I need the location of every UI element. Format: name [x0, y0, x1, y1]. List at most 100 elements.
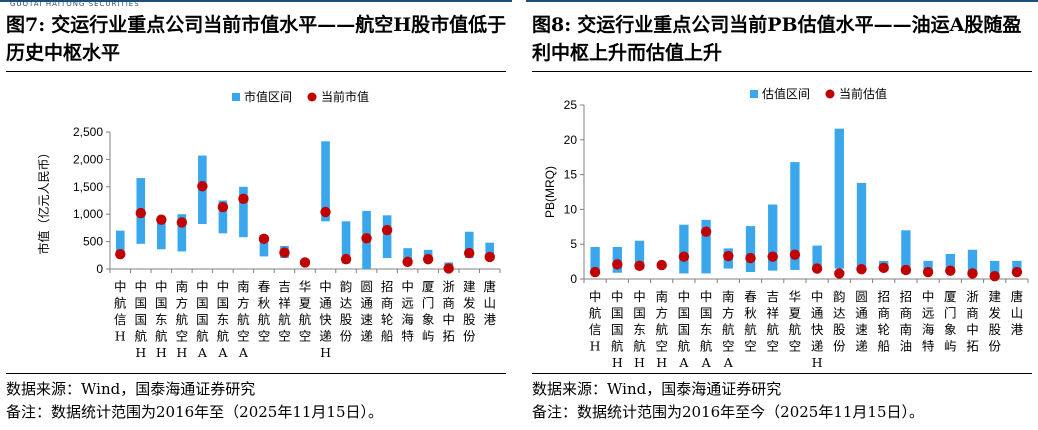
current-value-dot — [217, 201, 229, 213]
category-label-char: 方 — [655, 306, 668, 321]
category-label-char: 航 — [299, 312, 312, 327]
category-label-char: 空 — [299, 329, 312, 344]
current-value-dot — [589, 266, 601, 278]
category-label-char: 船 — [381, 329, 394, 344]
category-label-char: 中 — [811, 289, 824, 304]
legend-range-swatch — [750, 90, 758, 98]
category-label-char: 国 — [196, 296, 209, 311]
category-label-char: 速 — [360, 312, 373, 327]
category-label-char: 南 — [176, 279, 189, 294]
right-chart: 0510152025PB(MRQ)中航信H中国国航H中国东航H南方航空H中国国航… — [543, 86, 1029, 368]
category-label-char: 股 — [463, 312, 476, 327]
category-label-char: 东 — [633, 322, 646, 337]
legend-range-label: 估值区间 — [762, 86, 810, 101]
current-value-dot — [856, 264, 867, 275]
y-tick-label: 25 — [564, 98, 578, 112]
current-value-dot — [811, 263, 823, 274]
category-label-char: 南 — [722, 289, 735, 304]
category-label-char: 南 — [237, 279, 250, 294]
category-label-char: 通 — [360, 296, 373, 311]
category-label-char: 递 — [319, 329, 332, 344]
category-label-char: 国 — [678, 322, 691, 337]
range-bar — [590, 246, 600, 273]
category-label-char: 中 — [700, 289, 713, 304]
right-title-text: 交运行业重点公司当前PB估值水平——油运A股随盈利中枢上升而估值上升 — [532, 14, 1022, 64]
category-label-char: 信 — [589, 322, 602, 337]
category-label-char: 递 — [360, 329, 373, 344]
current-value-dot — [1011, 266, 1023, 278]
category-label-char: H — [176, 345, 187, 360]
category-label-char: A — [678, 355, 689, 368]
current-value-dot — [361, 233, 372, 244]
category-label-char: 中 — [678, 289, 691, 304]
left-figure-title: 图7: 交运行业重点公司当前市值水平——航空H股市值低于历史中枢水平 — [6, 11, 508, 67]
range-bar — [321, 141, 330, 222]
category-label-char: 远 — [401, 296, 414, 311]
range-bar — [485, 242, 495, 259]
category-label-char: 山 — [483, 296, 496, 311]
category-label-char: 空 — [744, 339, 757, 354]
category-label-char: 中 — [922, 289, 935, 304]
current-value-dot — [789, 249, 801, 260]
category-label-char: 递 — [855, 339, 868, 354]
category-label-char: 国 — [135, 296, 148, 311]
y-axis-title: 市值（亿元人民币） — [36, 146, 51, 254]
category-label-char: 快 — [319, 312, 332, 327]
header-bar-right — [526, 0, 1038, 4]
left-chart: 05001,0001,5002,0002,500市值（亿元人民币）中航信H中国国… — [36, 89, 501, 360]
category-label-char: 发 — [463, 296, 476, 311]
category-label-char: 份 — [988, 339, 1001, 354]
category-label-char: 国 — [611, 306, 624, 321]
right-note: 备注：数据统计范围为2016年至今（2025年11月15日）。 — [532, 403, 925, 421]
category-label-char: 空 — [722, 339, 735, 354]
range-bar — [901, 230, 911, 274]
category-label-char: 港 — [1011, 322, 1024, 337]
current-value-dot — [989, 271, 1000, 282]
range-bar — [634, 240, 645, 270]
category-label-char: 屿 — [422, 329, 435, 344]
range-bar — [403, 248, 412, 264]
category-label-char: 空 — [258, 329, 271, 344]
range-bar — [382, 215, 392, 259]
current-value-dot — [156, 214, 167, 225]
category-label-char: 中 — [155, 279, 168, 294]
left-figure-label: 图7: — [6, 14, 46, 36]
category-label-char: 远 — [922, 306, 935, 321]
category-label-char: 特 — [922, 339, 935, 354]
current-value-dot — [723, 250, 734, 262]
category-label-char: 秋 — [744, 306, 757, 321]
current-value-dot — [443, 263, 454, 274]
category-label-char: 通 — [319, 296, 332, 311]
category-label-char: 递 — [811, 339, 824, 354]
category-label-char: 屿 — [944, 339, 957, 354]
category-label-char: 油 — [900, 339, 913, 354]
category-label-char: 中 — [442, 312, 455, 327]
category-label-char: 春 — [744, 289, 757, 304]
category-label-char: 空 — [176, 329, 189, 344]
range-bar — [115, 230, 125, 256]
category-label-char: 中 — [401, 279, 414, 294]
current-value-dot — [922, 266, 934, 278]
category-label-char: 商 — [900, 306, 913, 321]
category-label-char: 航 — [114, 296, 127, 311]
range-bar — [239, 186, 248, 238]
category-label-char: 达 — [833, 306, 846, 321]
category-label-char: 春 — [258, 279, 271, 294]
category-label-char: 商 — [442, 296, 455, 311]
category-label-char: H — [612, 355, 623, 368]
category-label-char: A — [217, 345, 228, 360]
current-value-dot — [176, 217, 188, 228]
category-label-char: 中 — [196, 279, 209, 294]
category-label-char: 华 — [299, 279, 312, 294]
